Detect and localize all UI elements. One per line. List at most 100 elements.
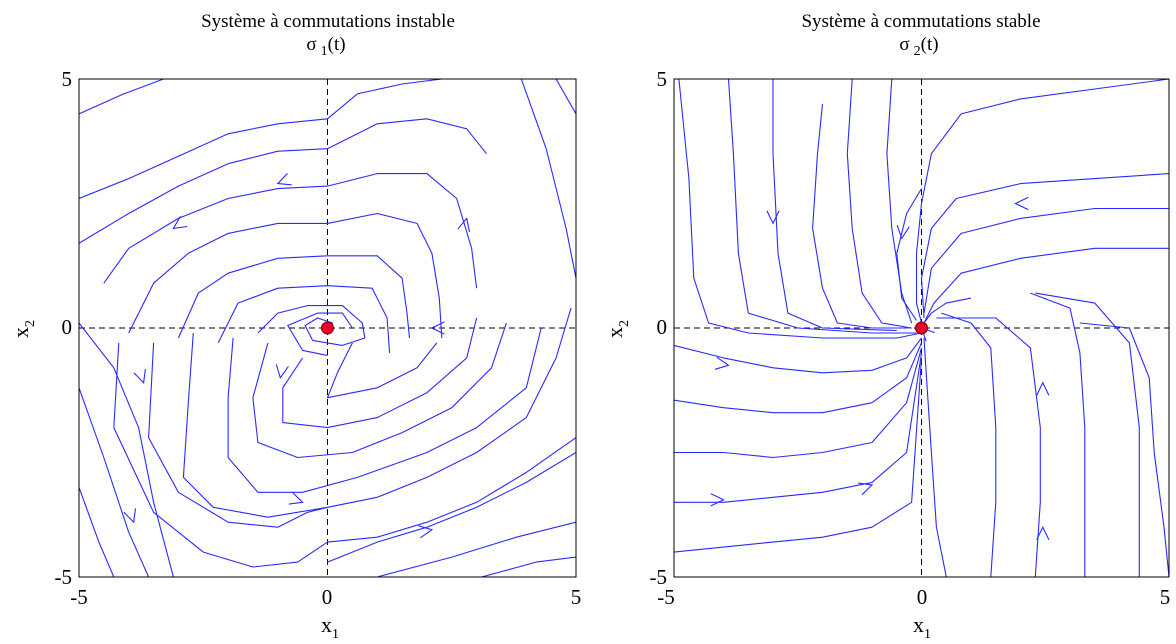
chart-right-xlabel: x1 (913, 612, 931, 642)
chart-right-xlabel-main: x (913, 612, 924, 637)
chart-right-ylabel-sub: 2 (617, 320, 632, 327)
chart-left: Système à commutations instable σ 1(t) -5… (8, 11, 581, 642)
chart-right-trajectory (812, 103, 912, 329)
chart-left-trajectory (128, 212, 443, 339)
chart-left-trajectory (326, 342, 438, 399)
chart-left-xtick-mid: 0 (322, 585, 333, 609)
chart-right-direction-arrow (1014, 196, 1029, 211)
chart-left-xlabel-main: x (321, 612, 332, 637)
chart-left-trajectory (227, 327, 542, 493)
chart-right-direction-arrow (1036, 381, 1050, 396)
chart-left-subtitle-index: 1 (321, 44, 328, 59)
chart-right-trajectory (674, 337, 922, 374)
chart-right-trajectory (923, 207, 1169, 314)
chart-right-subtitle-suffix: (t) (921, 34, 939, 55)
chart-left-trajectory (79, 79, 442, 200)
chart-left-trajectory (103, 173, 478, 289)
chart-right-equilibrium-point (915, 321, 928, 335)
chart-left-trajectory (217, 285, 391, 353)
chart-left-trajectory (377, 521, 576, 577)
chart-right-trajectory (1079, 322, 1169, 577)
chart-left-trajectory (113, 342, 576, 568)
chart-left-direction-arrow (275, 364, 289, 380)
chart-left-trajectory (79, 118, 487, 244)
chart-left-direction-arrow (276, 173, 292, 186)
chart-left-subtitle-suffix: (t) (328, 34, 346, 55)
chart-right-trajectory (846, 79, 912, 329)
chart-right-trajectory (936, 317, 1041, 577)
chart-left-trajectory (520, 79, 576, 279)
chart-left-trajectory (327, 452, 576, 563)
chart-right: Système à commutations stable σ 2(t) -5 0… (602, 11, 1170, 642)
chart-left-direction-arrow (172, 216, 188, 230)
chart-right-direction-arrow (766, 210, 780, 225)
chart-right-xtick-min: -5 (657, 585, 675, 609)
chart-left-trajectory (79, 387, 150, 577)
chart-left-equilibrium-point (321, 321, 334, 335)
chart-right-direction-arrow (714, 356, 730, 370)
chart-right-ylabel: x2 (602, 320, 632, 338)
chart-right-trajectory (1030, 292, 1086, 577)
chart-left-trajectory (481, 556, 576, 577)
chart-left-ylabel: x2 (8, 320, 38, 338)
chart-left-trajectory (287, 312, 353, 356)
chart-left-trajectory (79, 322, 174, 577)
chart-left-trajectory (148, 342, 328, 528)
chart-right-direction-arrow (710, 493, 725, 507)
chart-right-trajectory (674, 357, 923, 553)
chart-right-direction-arrow (858, 482, 874, 496)
chart-right-xtick-max: 5 (1160, 585, 1171, 609)
chart-right-trajectory (915, 79, 1169, 324)
chart-right-ytick-max: 5 (657, 67, 668, 91)
chart-right-ytick-min: -5 (650, 565, 668, 589)
chart-left-trajectory (555, 79, 576, 115)
chart-right-trajectory (674, 342, 923, 414)
chart-right-ylabel-main: x (602, 327, 627, 338)
chart-right-subtitle-index: 2 (914, 44, 921, 59)
chart-left-direction-arrow (133, 368, 146, 385)
chart-right-trajectory (772, 79, 897, 332)
chart-right-trajectory (727, 79, 917, 334)
chart-left-ylabel-main: x (8, 327, 33, 338)
chart-left-ytick-mid: 0 (62, 315, 73, 339)
chart-right-frame (673, 78, 1170, 578)
chart-left-direction-arrow (457, 217, 471, 233)
chart-left-trajectory (182, 307, 572, 518)
chart-left-trajectory (257, 305, 366, 346)
chart-left-trajectories (79, 79, 576, 577)
chart-right-trajectory (674, 347, 923, 459)
chart-left-trajectory (282, 317, 478, 429)
chart-right-trajectory (678, 79, 922, 339)
chart-left-subtitle-symbol: σ (306, 34, 316, 55)
chart-right-trajectory (920, 173, 1169, 319)
chart-left-direction-arrow (430, 321, 445, 335)
chart-right-subtitle: σ 2(t) (899, 34, 938, 59)
chart-right-trajectories (674, 79, 1169, 577)
chart-right-trajectory (941, 312, 997, 577)
chart-left-subtitle: σ 1(t) (306, 34, 345, 59)
chart-right-trajectory (674, 352, 923, 503)
chart-right-trajectory (923, 337, 947, 577)
chart-left-ylabel-sub: 2 (23, 320, 38, 327)
chart-left-xlabel-sub: 1 (332, 627, 339, 642)
chart-right-plot (674, 79, 1169, 577)
chart-left-title: Système à commutations instable (201, 11, 455, 32)
chart-right-trajectory (1035, 292, 1140, 577)
chart-left-trajectory (252, 322, 507, 459)
chart-right-title: Système à commutations stable (801, 11, 1040, 32)
chart-left-direction-arrow (123, 508, 137, 524)
chart-left-ytick-min: -5 (55, 565, 73, 589)
chart-right-direction-arrow (896, 224, 910, 240)
chart-left-xtick-max: 5 (571, 585, 582, 609)
chart-left-frame (78, 78, 577, 578)
chart-right-xlabel-sub: 1 (924, 627, 931, 642)
chart-right-xtick-mid: 0 (917, 585, 928, 609)
chart-right-direction-arrow (1036, 525, 1050, 541)
chart-right-trajectory (923, 247, 1169, 324)
chart-right-ytick-mid: 0 (657, 315, 668, 339)
chart-right-trajectory (923, 297, 972, 324)
chart-right-trajectory (886, 79, 913, 324)
chart-right-subtitle-symbol: σ (899, 34, 909, 55)
chart-left-direction-arrow (288, 492, 304, 505)
